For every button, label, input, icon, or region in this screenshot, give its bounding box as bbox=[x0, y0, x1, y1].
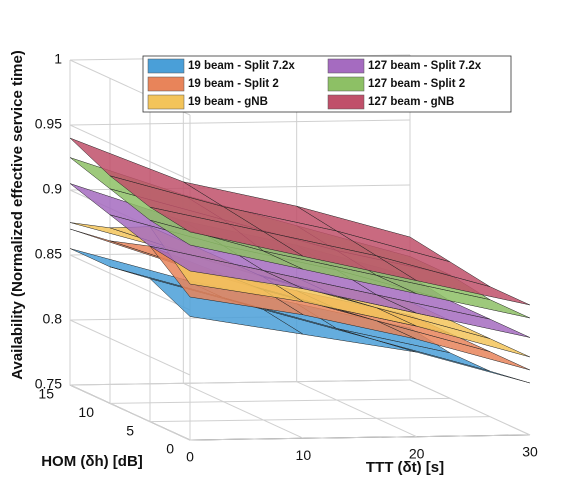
legend-swatch bbox=[147, 94, 185, 110]
grid-line bbox=[69, 319, 191, 376]
grid-line bbox=[69, 254, 191, 311]
z-tick-label: 0.85 bbox=[35, 246, 62, 262]
y-tick-label: 15 bbox=[38, 386, 54, 402]
legend-label: 127 beam - Split 7.2x bbox=[368, 60, 482, 72]
grid-line bbox=[183, 382, 304, 439]
x-tick-label: 10 bbox=[296, 447, 312, 463]
legend-swatch bbox=[147, 58, 185, 74]
surface bbox=[69, 137, 531, 306]
grid-line bbox=[69, 124, 191, 181]
legend-swatch bbox=[147, 76, 185, 92]
legend-swatch bbox=[327, 76, 365, 92]
surface-patch bbox=[376, 275, 531, 319]
grid-line bbox=[409, 379, 531, 436]
x-axis-label: TTT (δt) [s] bbox=[366, 459, 444, 476]
legend-label: 19 beam - Split 7.2x bbox=[188, 60, 295, 72]
z-tick-label: 0.95 bbox=[35, 116, 62, 132]
surface-patch bbox=[376, 340, 531, 384]
z-tick-label: 0.75 bbox=[35, 376, 62, 392]
y-tick-label: 5 bbox=[126, 422, 134, 438]
surface-patch bbox=[376, 307, 531, 358]
grid-line bbox=[69, 384, 191, 441]
y-tick-label: 10 bbox=[78, 404, 94, 420]
grid-line bbox=[69, 379, 411, 386]
surface-patch bbox=[376, 255, 531, 306]
z-axis-label: Availability (Normalized effective servi… bbox=[9, 50, 26, 380]
z-tick-label: 0.8 bbox=[43, 311, 63, 327]
y-tick-label: 0 bbox=[166, 441, 174, 457]
legend-label: 127 beam - gNB bbox=[368, 96, 454, 108]
z-tick-label: 0.9 bbox=[43, 181, 63, 197]
legend-swatch bbox=[327, 58, 365, 74]
y-axis-label: HOM (δh) [dB] bbox=[41, 453, 143, 470]
surface-patch bbox=[376, 320, 531, 371]
legend: 19 beam - Split 7.2x 19 beam - Split 2 19 … bbox=[142, 55, 512, 113]
legend-label: 19 beam - gNB bbox=[188, 96, 268, 108]
legend-label: 19 beam - Split 2 bbox=[188, 78, 279, 90]
grid-line bbox=[189, 434, 531, 441]
legend-box bbox=[142, 55, 512, 113]
z-tick-label: 1 bbox=[54, 51, 62, 67]
x-tick-label: 0 bbox=[186, 449, 194, 465]
grid-line bbox=[296, 381, 417, 438]
surface-patch bbox=[376, 294, 531, 338]
grid-line bbox=[149, 416, 491, 423]
x-tick-label: 20 bbox=[409, 445, 425, 461]
grid-line bbox=[109, 397, 451, 404]
legend-label: 127 beam - Split 2 bbox=[368, 78, 465, 90]
legend-swatch bbox=[327, 94, 365, 110]
x-tick-label: 30 bbox=[522, 444, 538, 460]
grid-line bbox=[69, 119, 411, 126]
